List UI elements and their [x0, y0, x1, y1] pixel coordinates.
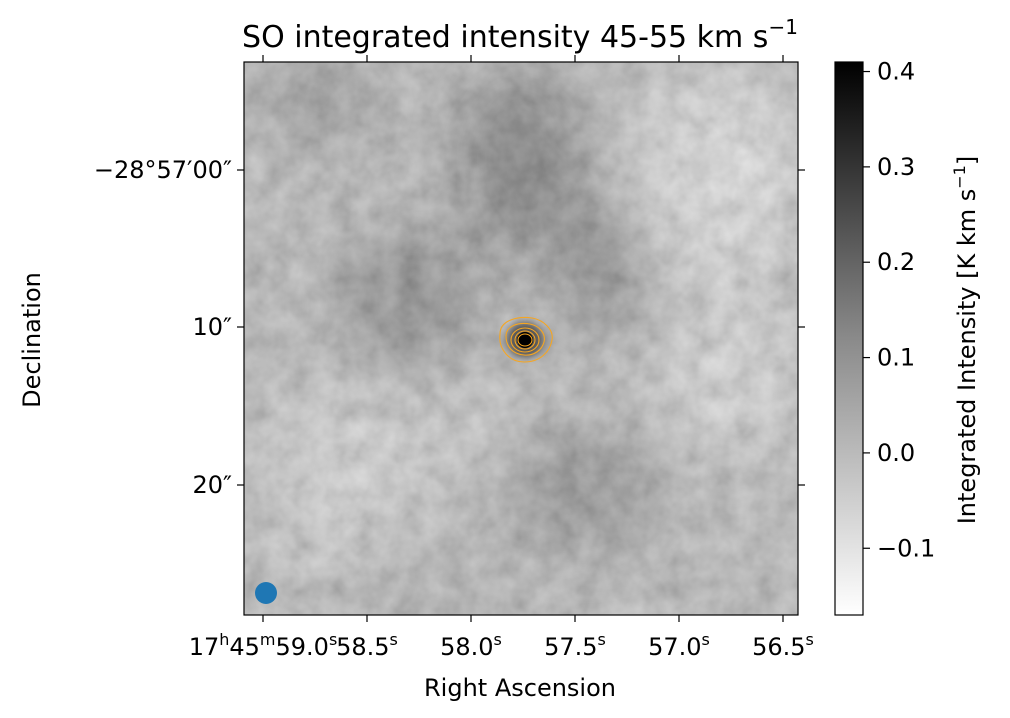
y-tick-marks [237, 169, 805, 486]
colorbar-ticks: −0.1 0.0 0.1 0.2 0.3 0.4 [863, 58, 935, 562]
contours [499, 316, 553, 363]
colorbar-tick-label: 0.4 [877, 58, 915, 86]
colorbar-tick-label: 0.1 [877, 344, 915, 372]
beam-ellipse [255, 582, 277, 604]
x-tick-label-1: 58.5s [336, 630, 398, 661]
x-tick-marks [262, 55, 784, 622]
x-tick-label-3: 57.5s [544, 630, 606, 661]
y-tick-label-1: 10″ [192, 313, 232, 341]
contour-level-4 [514, 330, 536, 350]
x-tick-labels: 17h45m59.0s 58.5s 58.0s 57.5s 57.0s 56.5… [189, 630, 814, 661]
colorbar: −0.1 0.0 0.1 0.2 0.3 0.4 Integrated Intensity… [834, 58, 981, 616]
colorbar-tick-label: −0.1 [877, 534, 935, 562]
colorbar-tick-label: 0.0 [877, 439, 915, 467]
x-tick-label-4: 57.0s [648, 630, 710, 661]
x-axis-label: Right Ascension [424, 674, 616, 702]
y-tick-labels: −28°57′00″ 10″ 20″ [94, 156, 232, 499]
contour-level-2 [505, 322, 545, 356]
colorbar-gradient [834, 61, 864, 616]
colorbar-tick-label: 0.3 [877, 153, 915, 181]
x-tick-label-0: 17h45m59.0s [189, 630, 338, 661]
contour-level-5 [517, 333, 533, 347]
contour-level-1 [499, 316, 553, 363]
x-tick-label-2: 58.0s [440, 630, 502, 661]
y-tick-label-2: 20″ [192, 471, 232, 499]
y-tick-label-0: −28°57′00″ [94, 156, 232, 184]
x-tick-label-5: 56.5s [752, 630, 814, 661]
colorbar-label: Integrated Intensity [K km s−1] [950, 156, 981, 525]
plot-frame [243, 61, 799, 616]
intensity-map [244, 62, 798, 615]
chart-title: SO integrated intensity 45-55 km s−1 [242, 15, 798, 55]
colorbar-tick-label: 0.2 [877, 248, 915, 276]
y-axis-label: Declination [18, 272, 46, 408]
contour-level-3 [510, 327, 540, 353]
